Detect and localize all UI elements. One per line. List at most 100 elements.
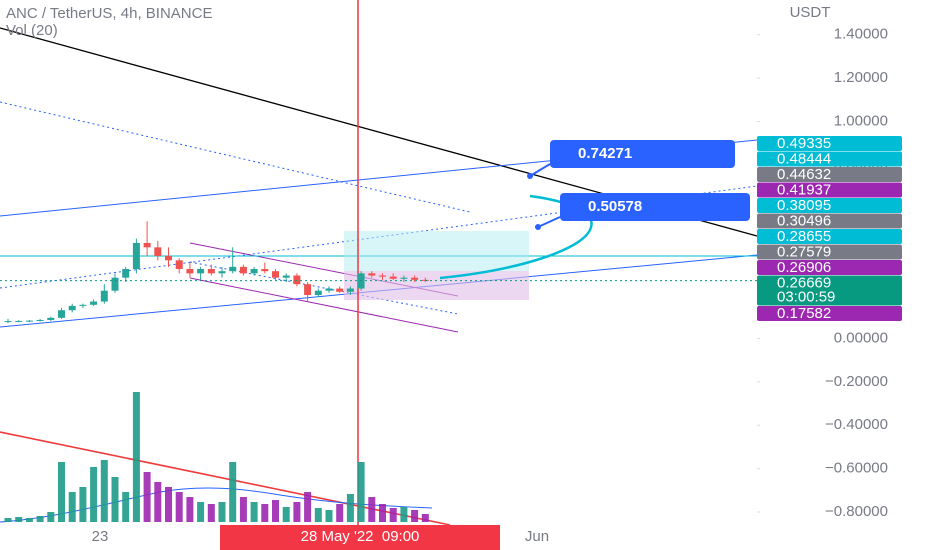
volume-bar [229, 462, 237, 522]
price-tag-label: 0.48444 [777, 150, 831, 167]
price-tag-label: 0.26669 [777, 274, 831, 291]
candle-body [90, 301, 98, 305]
crosshair-time-box [220, 525, 500, 550]
volume-bar [58, 462, 65, 522]
price-tag-label: 0.26906 [777, 259, 831, 276]
candle-body [261, 269, 269, 272]
y-tick-label: 1.00000 [834, 112, 888, 129]
candle-body [250, 269, 258, 274]
callout-box [550, 140, 735, 168]
price-tag-label: 0.28655 [777, 228, 831, 245]
price-tag [757, 229, 902, 244]
candle-body [304, 284, 312, 296]
candle-body [239, 266, 247, 274]
y-tick-label: −0.80000 [825, 503, 888, 520]
candle-body [175, 260, 183, 270]
volume-bar [154, 482, 162, 522]
candle-body [79, 304, 87, 306]
candle-body [111, 277, 119, 291]
volume-bar [346, 494, 354, 522]
callout-box [560, 193, 750, 221]
price-tag [757, 244, 902, 260]
volume-bar [421, 514, 429, 522]
candle-body [165, 255, 172, 261]
volume-bar [250, 502, 258, 522]
volume-bar [4, 518, 12, 522]
candle-body [272, 271, 279, 278]
volume-bar [304, 492, 312, 522]
candle-body [47, 317, 55, 320]
candle-body [186, 269, 194, 274]
candle-body [293, 275, 301, 285]
price-tag-label: 0.49335 [777, 135, 831, 152]
candle-body [36, 319, 44, 321]
candle-body [154, 247, 162, 256]
volume-bar [411, 510, 419, 522]
candle-body [100, 290, 108, 302]
volume-bar [15, 517, 23, 522]
volume-bar [100, 460, 108, 522]
candle-body [336, 288, 344, 292]
volume-bar [90, 467, 98, 522]
y-tick-label: −0.20000 [825, 373, 888, 390]
price-tag [757, 167, 902, 182]
x-label: 23 [92, 528, 109, 545]
volume-bar [368, 497, 376, 522]
volume-bar [293, 502, 301, 522]
axis-unit: USDT [790, 4, 831, 21]
volume-bar [336, 504, 344, 522]
callout-dot [527, 173, 533, 179]
candle-body [325, 288, 333, 291]
volume-bar [36, 516, 44, 522]
chart-title: ANC / TetherUS, 4h, BINANCE [6, 5, 212, 22]
volume-bar [239, 497, 247, 522]
y-tick-label: −0.40000 [825, 416, 888, 433]
volume-bar [132, 392, 140, 522]
volume-bar [389, 508, 397, 522]
callout-pointer [529, 163, 551, 177]
callout-pointer [537, 216, 561, 228]
price-tag [757, 136, 902, 151]
volume-bar [400, 507, 408, 522]
candle-body [346, 288, 354, 292]
price-tag [757, 260, 902, 275]
x-label: 28 May '22 09:00 [301, 528, 420, 545]
candle-body [143, 242, 151, 248]
volume-bar [314, 508, 322, 522]
volume-bar [261, 504, 269, 522]
volume-bar [325, 510, 333, 522]
volume-label: Vol (20) [6, 22, 58, 39]
volume-bar [143, 472, 151, 522]
candle-body [229, 266, 237, 272]
volume-bar [379, 504, 386, 522]
candle-body [58, 310, 65, 318]
price-tag-label: 0.17582 [777, 305, 831, 322]
volume-bar [122, 492, 130, 522]
candle-body [132, 242, 140, 270]
volume-bar [282, 507, 290, 522]
callout-dot [535, 224, 541, 230]
price-tag [757, 213, 902, 229]
time-axis: 23 28 May '22 09:00 Jun [92, 525, 549, 550]
volume-bar [357, 462, 365, 522]
volume-bar [186, 497, 194, 522]
y-tick-label: 0.00000 [834, 329, 888, 346]
candle-body [400, 277, 408, 279]
price-tag-label: 0.44632 [777, 166, 831, 183]
price-tag-label: 0.38095 [777, 197, 831, 214]
volume-bar [218, 502, 226, 522]
volume-bar [197, 502, 205, 522]
price-tag-label: 0.30496 [777, 212, 831, 229]
candle-body [368, 273, 376, 276]
candle-body [68, 305, 76, 311]
price-tag [757, 306, 902, 321]
candle-body [4, 321, 12, 323]
y-tick-label: −0.60000 [825, 460, 888, 477]
y-tick-label: 1.20000 [834, 69, 888, 86]
volume-bar [207, 504, 215, 522]
volume-bar [79, 487, 87, 522]
price-tag-label: 0.27579 [777, 243, 831, 260]
price-tag [757, 151, 902, 167]
price-tag-label: 0.41937 [777, 181, 831, 198]
